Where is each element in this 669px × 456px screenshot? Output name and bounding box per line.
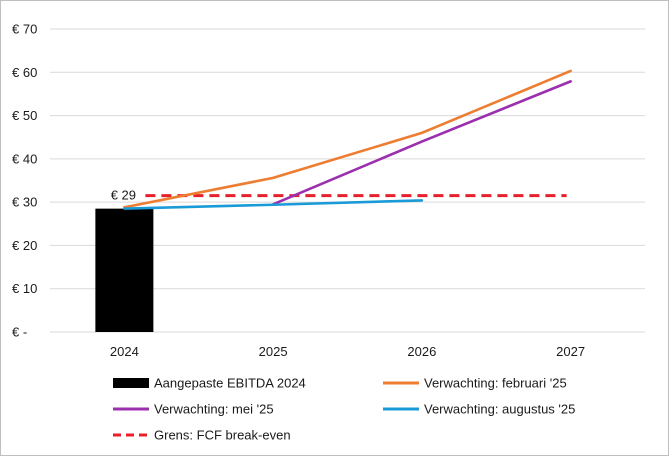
bar-data-label: € 29: [111, 188, 136, 203]
y-tick-label: € 60: [12, 65, 37, 80]
bars: [95, 208, 154, 332]
y-tick-label: € 70: [12, 22, 37, 37]
x-axis-ticks: 2024 2025 2026 2027: [110, 344, 585, 359]
legend: Aangepaste EBITDA 2024 Verwachting: febru…: [113, 376, 575, 443]
legend-label: Aangepaste EBITDA 2024: [154, 376, 306, 391]
legend-label: Verwachting: februari '25: [424, 376, 567, 391]
series-lines: [123, 69, 572, 210]
y-tick-label: € 40: [12, 151, 37, 166]
series-line-2: [123, 199, 424, 210]
bar-ebitda-2024: [95, 208, 154, 332]
y-tick-label: € 50: [12, 108, 37, 123]
y-tick-label: € -: [12, 325, 27, 340]
y-tick-label: € 10: [12, 281, 37, 296]
x-tick-label: 2027: [556, 344, 585, 359]
series-line-0: [123, 69, 572, 209]
y-tick-label: € 20: [12, 238, 37, 253]
x-tick-label: 2024: [110, 344, 139, 359]
x-tick-label: 2025: [259, 344, 288, 359]
legend-swatch: [113, 378, 149, 388]
data-labels: € 29: [111, 188, 136, 203]
series-line-1: [271, 80, 572, 206]
legend-label: Grens: FCF break-even: [154, 428, 291, 443]
y-tick-label: € 30: [12, 195, 37, 210]
legend-label: Verwachting: mei '25: [154, 402, 274, 417]
legend-label: Verwachting: augustus '25: [424, 402, 575, 417]
x-tick-label: 2026: [407, 344, 436, 359]
y-axis-ticks: € - € 10 € 20 € 30 € 40 € 50 € 60 € 70: [12, 22, 37, 340]
